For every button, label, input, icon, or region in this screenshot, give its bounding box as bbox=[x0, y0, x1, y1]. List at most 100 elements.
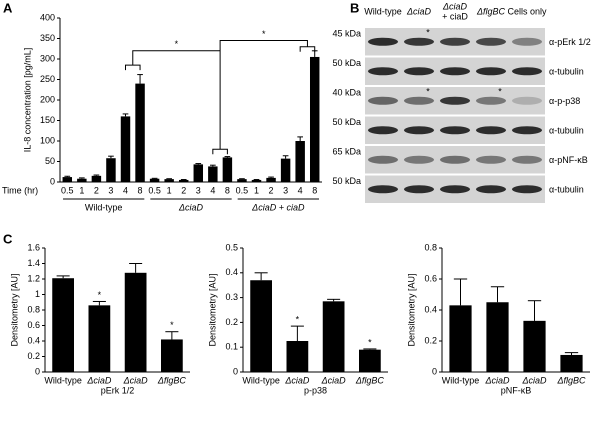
antibody-label: α-p-p38 bbox=[549, 96, 580, 106]
lane-label: + ciaD bbox=[442, 11, 468, 21]
band bbox=[440, 126, 470, 135]
bar bbox=[149, 178, 160, 182]
band bbox=[368, 67, 398, 76]
x-tick-label: 0.5 bbox=[148, 185, 161, 195]
band bbox=[440, 185, 470, 194]
lane-label: ΔflgBC bbox=[476, 6, 506, 16]
bracket bbox=[212, 148, 228, 155]
x-tick-label: ΔflgBC bbox=[355, 375, 385, 385]
y-tick-label: 250 bbox=[40, 74, 55, 84]
bar bbox=[77, 178, 87, 182]
bar bbox=[250, 280, 272, 372]
bracket bbox=[125, 64, 141, 71]
y-tick-label: 150 bbox=[40, 115, 55, 125]
band bbox=[512, 155, 542, 164]
group-label: ΔciaD bbox=[178, 202, 204, 212]
y-axis-label: IL-8 concentration [pg/mL] bbox=[22, 48, 32, 153]
lane-label: ΔciaD bbox=[406, 6, 432, 16]
x-tick-label: 1 bbox=[254, 185, 259, 195]
bar bbox=[124, 272, 147, 372]
marker-label: 40 kDa bbox=[332, 87, 361, 97]
bar bbox=[486, 302, 509, 372]
x-tick-label: 1 bbox=[79, 185, 84, 195]
x-tick-label: 4 bbox=[210, 185, 215, 195]
y-axis-label: Densitometry [AU] bbox=[9, 273, 19, 346]
band bbox=[512, 96, 542, 105]
y-tick-label: 1.6 bbox=[27, 242, 40, 252]
y-tick-label: 0.4 bbox=[225, 267, 238, 277]
bar bbox=[52, 278, 74, 372]
antibody-label: α-tubulin bbox=[549, 67, 584, 77]
x-tick-label: 3 bbox=[108, 185, 113, 195]
bar bbox=[295, 141, 305, 182]
band bbox=[368, 155, 398, 164]
bar bbox=[359, 349, 381, 372]
x-tick-label: 8 bbox=[138, 185, 143, 195]
x-tick-label: 8 bbox=[312, 185, 317, 195]
bar bbox=[91, 175, 102, 182]
band bbox=[440, 155, 470, 164]
bar bbox=[322, 301, 345, 372]
bar bbox=[523, 320, 546, 372]
y-tick-label: 0.5 bbox=[225, 242, 238, 252]
group-label: ΔciaD + ciaD bbox=[251, 202, 305, 212]
y-tick-label: 0 bbox=[50, 176, 55, 186]
marker-label: 45 kDa bbox=[332, 28, 361, 38]
x-tick-label: ΔflgBC bbox=[157, 375, 187, 385]
y-tick-label: 0.4 bbox=[27, 335, 40, 345]
band bbox=[512, 126, 542, 135]
bar bbox=[449, 305, 472, 372]
band bbox=[404, 67, 434, 76]
bar bbox=[309, 56, 320, 183]
x-tick-label: Wild-type bbox=[44, 375, 82, 385]
y-tick-label: 0.8 bbox=[424, 242, 437, 252]
bar bbox=[161, 339, 183, 372]
band bbox=[476, 155, 506, 164]
annotation: * bbox=[296, 314, 300, 324]
y-tick-label: 400 bbox=[40, 12, 55, 22]
band bbox=[512, 37, 542, 46]
y-tick-label: 0.3 bbox=[225, 292, 238, 302]
band bbox=[476, 126, 506, 135]
y-tick-label: 200 bbox=[40, 94, 55, 104]
band bbox=[404, 96, 434, 105]
y-tick-label: 0 bbox=[233, 366, 238, 376]
y-tick-label: 50 bbox=[45, 156, 55, 166]
x-tick-label: 2 bbox=[269, 185, 274, 195]
bar bbox=[251, 179, 262, 182]
y-tick-label: 350 bbox=[40, 33, 55, 43]
y-tick-label: 300 bbox=[40, 53, 55, 63]
bar bbox=[193, 164, 204, 182]
lane-label: Cells only bbox=[507, 6, 547, 16]
y-tick-label: 1.2 bbox=[27, 273, 40, 283]
x-tick-label: ΔciaD bbox=[123, 375, 149, 385]
x-tick-label: 2 bbox=[94, 185, 99, 195]
x-tick-label: ΔciaD bbox=[284, 375, 310, 385]
band bbox=[476, 37, 506, 46]
group-label: Wild-type bbox=[85, 202, 123, 212]
x-tick-label: 4 bbox=[298, 185, 303, 195]
band bbox=[368, 37, 398, 46]
band bbox=[440, 96, 470, 105]
x-tick-label: 2 bbox=[181, 185, 186, 195]
x-tick-label: 4 bbox=[123, 185, 128, 195]
annotation: * bbox=[368, 337, 372, 347]
bracket bbox=[132, 40, 308, 150]
x-axis-label: pNF-κB bbox=[501, 385, 532, 395]
band bbox=[368, 96, 398, 105]
x-tick-label: Wild-type bbox=[442, 375, 480, 385]
y-tick-label: 0.8 bbox=[27, 304, 40, 314]
panel-label: C bbox=[3, 231, 13, 246]
annotation: * bbox=[426, 86, 430, 96]
bar bbox=[208, 166, 218, 182]
annotation: * bbox=[498, 86, 502, 96]
antibody-label: α-tubulin bbox=[549, 126, 584, 136]
bar bbox=[62, 177, 73, 182]
y-tick-label: 100 bbox=[40, 135, 55, 145]
x-axis-label: pErk 1/2 bbox=[101, 385, 135, 395]
panel-label: A bbox=[3, 0, 13, 15]
x-tick-label: 3 bbox=[283, 185, 288, 195]
y-tick-label: 0.2 bbox=[27, 351, 40, 361]
y-axis-label: Densitometry [AU] bbox=[207, 273, 217, 346]
band bbox=[404, 185, 434, 194]
